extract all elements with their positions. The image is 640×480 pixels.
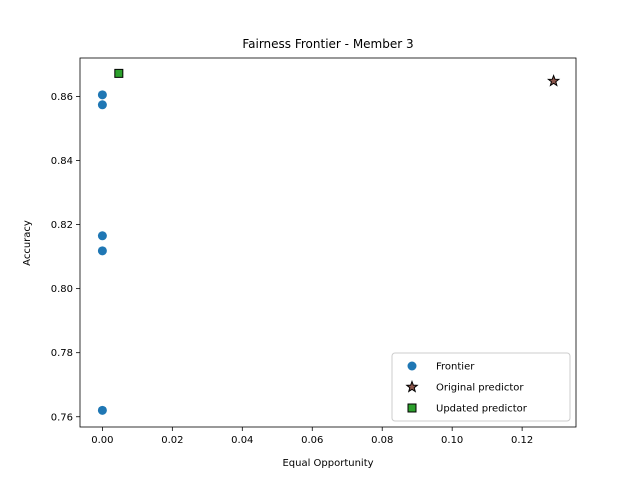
x-tick-label: 0.06 <box>301 435 323 446</box>
x-tick-label: 0.02 <box>161 435 183 446</box>
legend-marker-updated-predictor <box>407 403 417 413</box>
frontier-point <box>97 405 107 415</box>
y-tick-label: 0.82 <box>51 220 73 231</box>
y-tick-label: 0.84 <box>51 156 73 167</box>
legend-box <box>391 352 571 422</box>
x-tick-label: 0.00 <box>91 435 113 446</box>
y-tick-label: 0.76 <box>51 412 73 423</box>
legend-label-frontier: Frontier <box>436 362 475 373</box>
x-tick-label: 0.12 <box>511 435 533 446</box>
original-predictor-point <box>547 74 561 87</box>
plot-area: 0.00 0.02 0.04 0.06 0.08 0.10 0.12 0.76 0.78 0.80… <box>51 57 577 446</box>
frontier-point <box>97 90 107 100</box>
legend-marker-original-predictor <box>405 380 419 393</box>
updated-predictor-point <box>114 68 124 78</box>
y-tick-label: 0.80 <box>51 284 73 295</box>
legend-label-original-predictor: Original predictor <box>436 383 524 394</box>
x-tick-label: 0.04 <box>231 435 253 446</box>
x-tick-label: 0.10 <box>441 435 463 446</box>
y-axis-label: Accuracy <box>22 220 33 266</box>
y-tick-label: 0.78 <box>51 348 73 359</box>
x-tick-label: 0.08 <box>371 435 393 446</box>
frontier-point <box>97 246 107 256</box>
legend: Frontier Original predictor Updated predic… <box>391 352 571 422</box>
legend-label-updated-predictor: Updated predictor <box>436 404 528 415</box>
frontier-point <box>97 231 107 241</box>
y-tick-label: 0.86 <box>51 92 73 103</box>
frontier-point <box>97 100 107 110</box>
axes-frame <box>79 57 577 428</box>
legend-marker-frontier <box>407 361 417 371</box>
chart-title: Fairness Frontier - Member 3 <box>242 37 413 51</box>
x-axis-label: Equal Opportunity <box>282 458 373 469</box>
